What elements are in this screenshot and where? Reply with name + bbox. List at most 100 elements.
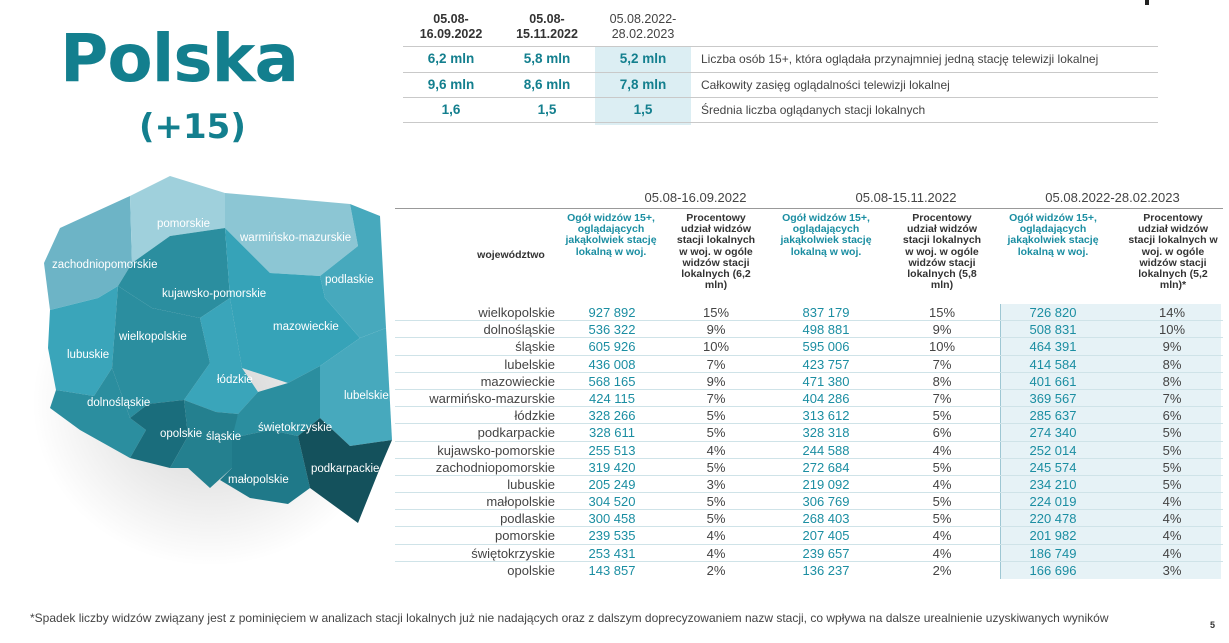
region-lubuskie (48, 286, 118, 396)
table-row: podlaskie 300 458 5% 268 403 5% 220 478 4% (395, 510, 1223, 528)
cell-share-2: 4% (932, 476, 952, 492)
cell-viewers-3: 464 391 (1029, 339, 1077, 355)
cell-viewers-1: 328 611 (588, 425, 636, 441)
cell-viewers-2: 136 237 (802, 562, 850, 578)
table-row: warmińsko-mazurskie 424 115 7% 404 286 7% 369… (395, 390, 1223, 408)
cell-viewers-3: 166 696 (1029, 562, 1077, 578)
cell-viewers-2: 268 403 (802, 511, 850, 527)
cell-share-3: 10% (1158, 322, 1186, 338)
cell-share-3: 5% (1162, 459, 1182, 475)
cell-share-2: 5% (932, 494, 952, 510)
period-header-1: 05.08-16.09.2022 (644, 190, 747, 205)
cell-region-name: pomorskie (495, 528, 555, 544)
cell-share-3: 8% (1162, 373, 1182, 389)
cell-share-1: 3% (706, 476, 726, 492)
cell-viewers-1: 255 513 (588, 442, 636, 458)
cell-viewers-2: 595 006 (802, 339, 850, 355)
cell-share-3: 4% (1162, 511, 1182, 527)
map-label-kujawsko: kujawsko-pomorskie (162, 288, 267, 300)
cell-region-name: świętokrzyskie (471, 545, 555, 561)
cell-share-1: 5% (706, 425, 726, 441)
cell-viewers-3: 245 574 (1029, 459, 1077, 475)
region-zachodniopomorskie (44, 196, 132, 310)
cell-region-name: dolnośląskie (483, 322, 555, 338)
cell-viewers-3: 726 820 (1029, 305, 1077, 320)
cell-viewers-2: 404 286 (802, 390, 850, 406)
cell-share-1: 4% (706, 442, 726, 458)
cell-share-3: 5% (1162, 425, 1182, 441)
table-row: wielkopolskie 927 892 15% 837 179 15% 726 820… (395, 304, 1223, 322)
table-row: opolskie 143 857 2% 136 237 2% 166 696 3% (395, 562, 1223, 579)
map-label-wielkopolskie: wielkopolskie (119, 331, 187, 343)
summary-value: 5,8 mln (523, 51, 571, 66)
summary-table: 05.08- 16.09.2022 05.08- 15.11.2022 05.0… (403, 10, 1158, 125)
cell-viewers-2: 244 588 (802, 442, 850, 458)
cell-share-1: 9% (706, 373, 726, 389)
cell-viewers-3: 252 014 (1029, 442, 1077, 458)
summary-row: 9,6 mln 8,6 mln 7,8 mln Całkowity zasięg… (403, 71, 1158, 98)
cell-region-name: zachodniopomorskie (435, 459, 555, 475)
summary-value: 1,6 (441, 102, 461, 117)
cell-viewers-2: 423 757 (802, 356, 850, 372)
cell-share-2: 15% (928, 305, 956, 320)
cell-viewers-2: 219 092 (802, 476, 850, 492)
cell-share-3: 9% (1162, 339, 1182, 355)
col-header-share-3: Procentowy udział widzów stacji lokalnyc… (1128, 212, 1218, 292)
map-label-opolskie: opolskie (160, 428, 203, 440)
summary-description: Całkowity zasięg oglądalności telewizji … (701, 77, 950, 92)
cell-region-name: opolskie (507, 562, 555, 578)
cell-region-name: łódzkie (514, 408, 555, 424)
cell-share-3: 3% (1162, 562, 1182, 578)
region-lubelskie (320, 328, 392, 446)
map-label-malopolskie: małopolskie (228, 474, 289, 486)
cell-viewers-2: 498 881 (802, 322, 850, 338)
summary-period-3: 05.08.2022- 28.02.2023 (609, 12, 677, 41)
col-header-region: województwo (477, 249, 545, 261)
cell-share-3: 5% (1162, 476, 1182, 492)
summary-row: 6,2 mln 5,8 mln 5,2 mln Liczba osób 15+,… (403, 46, 1158, 72)
cell-share-1: 5% (706, 408, 726, 424)
cell-share-1: 5% (706, 459, 726, 475)
cell-region-name: śląskie (515, 339, 555, 355)
cell-share-1: 10% (702, 339, 730, 355)
region-podlaskie (320, 204, 386, 338)
col-header-viewers-2: Ogół widzów 15+, oglądających jakąkolwie… (780, 212, 872, 258)
summary-value: 7,8 mln (619, 76, 667, 92)
cell-share-3: 4% (1162, 494, 1182, 510)
period-3-highlight (1000, 304, 1221, 579)
cell-share-1: 15% (702, 305, 730, 320)
cell-share-2: 8% (932, 373, 952, 389)
region-pomorskie (130, 176, 225, 263)
region-slaskie (170, 400, 238, 488)
table-row: kujawsko-pomorskie 255 513 4% 244 588 4% 252 … (395, 442, 1223, 459)
table-top-rule (395, 208, 1223, 209)
poland-map-svg (44, 176, 392, 523)
cell-viewers-3: 234 210 (1029, 476, 1077, 492)
table-row: lubelskie 436 008 7% 423 757 7% 414 584 8% (395, 356, 1223, 373)
cell-share-2: 6% (932, 425, 952, 441)
cell-share-1: 4% (706, 528, 726, 544)
page-number: 5 (1210, 620, 1216, 630)
cell-share-2: 5% (932, 459, 952, 475)
summary-description: Średnia liczba oglądanych stacji lokalny… (701, 103, 926, 117)
region-mazowieckie (225, 228, 360, 383)
page-title: Polska (60, 20, 299, 97)
cell-viewers-2: 328 318 (802, 425, 850, 441)
table-row: podkarpackie 328 611 5% 328 318 6% 274 340 5% (395, 424, 1223, 442)
cell-viewers-1: 304 520 (588, 494, 636, 510)
cell-region-name: warmińsko-mazurskie (429, 390, 555, 406)
poland-map: pomorskie warmińsko-mazurskie zachodniop… (20, 168, 400, 530)
summary-value: 8,6 mln (523, 76, 571, 92)
cell-viewers-1: 436 008 (588, 356, 636, 372)
cell-share-3: 4% (1162, 528, 1182, 544)
col-header-viewers-1: Ogół widzów 15+, oglądających jakąkolwie… (565, 212, 657, 258)
cell-share-1: 2% (706, 562, 726, 578)
cell-share-1: 7% (706, 356, 726, 372)
region-kujawsko-pomorskie (118, 228, 230, 318)
table-row: zachodniopomorskie 319 420 5% 272 684 5% 245 … (395, 459, 1223, 476)
cell-viewers-3: 224 019 (1029, 494, 1077, 510)
cell-viewers-1: 424 115 (588, 390, 636, 406)
cell-share-3: 7% (1162, 390, 1182, 406)
map-label-podkarpackie: podkarpackie (311, 463, 380, 475)
cell-share-2: 5% (932, 408, 952, 424)
